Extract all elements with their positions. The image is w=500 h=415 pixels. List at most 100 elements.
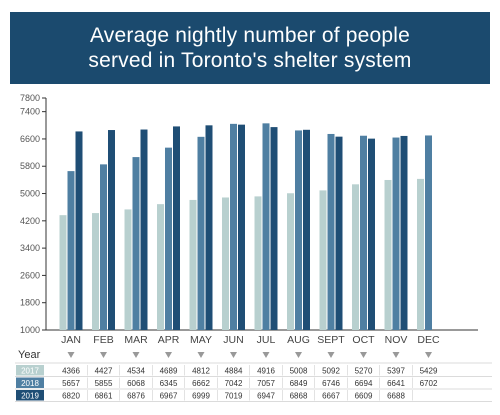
down-arrow-icon bbox=[197, 352, 205, 358]
table-year-chip bbox=[16, 365, 44, 376]
table-cell: 6641 bbox=[387, 379, 405, 388]
down-arrow-icon bbox=[327, 352, 335, 358]
bar bbox=[270, 127, 278, 330]
bar bbox=[425, 135, 432, 330]
bar bbox=[295, 130, 302, 330]
x-tick-label: NOV bbox=[385, 334, 408, 346]
chart-title-line-1: Average nightly number of people bbox=[89, 24, 411, 47]
table-cell: 5657 bbox=[62, 379, 80, 388]
bar bbox=[360, 135, 367, 330]
down-arrow-icon bbox=[262, 352, 270, 358]
bar bbox=[132, 157, 140, 330]
y-tick-label: 1000 bbox=[20, 325, 40, 335]
bar bbox=[352, 184, 359, 330]
bar bbox=[254, 196, 262, 330]
bar bbox=[238, 124, 245, 331]
table-cell: 6694 bbox=[355, 379, 373, 388]
bar bbox=[400, 135, 408, 330]
table-cell: 6876 bbox=[127, 392, 145, 401]
bar bbox=[205, 125, 213, 330]
y-tick-label: 7400 bbox=[20, 107, 40, 117]
y-tick-label: 3400 bbox=[20, 243, 40, 253]
table-cell: 5397 bbox=[387, 367, 405, 376]
table-cell: 6688 bbox=[387, 392, 405, 401]
bar bbox=[222, 197, 229, 330]
bar bbox=[92, 213, 99, 330]
down-arrow-icon bbox=[132, 352, 140, 358]
table-cell: 5855 bbox=[95, 379, 113, 388]
bar bbox=[100, 164, 107, 330]
table-cell: 4534 bbox=[127, 367, 145, 376]
x-tick-label: MAY bbox=[190, 334, 212, 346]
chart-title: Average nightly number of people served … bbox=[10, 12, 490, 84]
table-cell: 4884 bbox=[225, 367, 243, 376]
down-arrow-icon bbox=[100, 352, 107, 358]
bar bbox=[368, 138, 375, 330]
table-cell: 6820 bbox=[62, 392, 80, 401]
table-cell: 6667 bbox=[322, 392, 340, 401]
table-cell: 7057 bbox=[257, 379, 275, 388]
bar bbox=[189, 199, 197, 330]
table-cell: 6849 bbox=[290, 379, 308, 388]
table-cell: 6068 bbox=[127, 379, 145, 388]
x-tick-label: JAN bbox=[61, 334, 81, 346]
x-tick-label: JUL bbox=[257, 334, 276, 346]
table-cell: 4689 bbox=[160, 367, 178, 376]
table-cell: 6746 bbox=[322, 379, 340, 388]
table-cell: 6967 bbox=[160, 392, 178, 401]
table-cell: 5092 bbox=[322, 367, 340, 376]
table-cell: 4916 bbox=[257, 367, 275, 376]
table-cell: 5008 bbox=[290, 367, 308, 376]
bar bbox=[173, 126, 180, 330]
bar bbox=[335, 136, 343, 330]
table-cell: 7042 bbox=[225, 379, 243, 388]
x-tick-label: AUG bbox=[287, 334, 310, 346]
table-cell: 4812 bbox=[192, 367, 210, 376]
x-tick-label: MAR bbox=[124, 334, 148, 346]
bar bbox=[140, 129, 148, 330]
table-cell: 6861 bbox=[95, 392, 113, 401]
table-cell: 6609 bbox=[355, 392, 373, 401]
y-tick-label: 5000 bbox=[20, 189, 40, 199]
y-tick-label: 1800 bbox=[20, 298, 40, 308]
table-year-label: 2017 bbox=[21, 367, 39, 376]
table-cell: 6662 bbox=[192, 379, 210, 388]
x-tick-label: DEC bbox=[417, 334, 440, 346]
table-year-label: 2018 bbox=[21, 379, 39, 388]
table-year-chip bbox=[16, 377, 44, 388]
table-year-label: 2019 bbox=[21, 392, 39, 401]
table-cell: 6868 bbox=[290, 392, 308, 401]
x-tick-label: APR bbox=[158, 334, 180, 346]
bar bbox=[75, 131, 83, 330]
bar bbox=[384, 179, 392, 330]
down-arrow-icon bbox=[67, 352, 75, 358]
table-cell: 4427 bbox=[95, 367, 113, 376]
table-cell: 6947 bbox=[257, 392, 275, 401]
table-cell: 5429 bbox=[420, 367, 438, 376]
y-tick-label: 4200 bbox=[20, 216, 40, 226]
bar bbox=[124, 209, 132, 330]
bar bbox=[108, 130, 115, 330]
table-cell: 6702 bbox=[420, 379, 438, 388]
bar bbox=[287, 193, 294, 330]
y-tick-label: 5800 bbox=[20, 161, 40, 171]
down-arrow-icon bbox=[425, 352, 432, 358]
down-arrow-icon bbox=[392, 352, 400, 358]
down-arrow-icon bbox=[360, 352, 367, 358]
chart-title-line-2: served in Toronto's shelter system bbox=[88, 49, 412, 72]
table-cell: 7019 bbox=[225, 392, 243, 401]
x-tick-label: OCT bbox=[352, 334, 375, 346]
table-cell: 5270 bbox=[355, 367, 373, 376]
bar bbox=[59, 215, 67, 330]
table-year-chip bbox=[16, 390, 44, 401]
y-tick-label: 7800 bbox=[20, 93, 40, 103]
table-cell: 6345 bbox=[160, 379, 178, 388]
y-tick-label: 6600 bbox=[20, 134, 40, 144]
bar bbox=[262, 123, 270, 330]
bar bbox=[197, 136, 205, 330]
x-tick-label: SEPT bbox=[317, 334, 345, 346]
table-cell: 4366 bbox=[62, 367, 80, 376]
bar bbox=[392, 137, 400, 330]
bar bbox=[303, 129, 310, 330]
table-year-header: Year bbox=[18, 349, 41, 361]
